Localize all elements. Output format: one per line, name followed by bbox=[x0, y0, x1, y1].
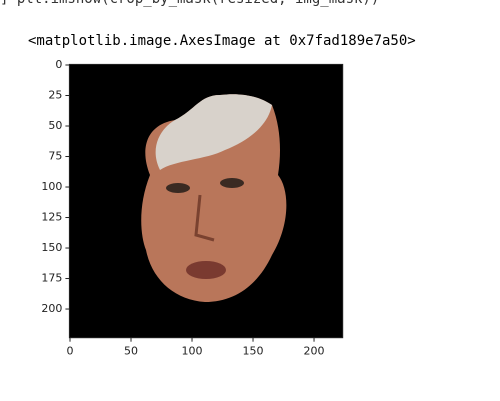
x-tick-label: 150 bbox=[243, 345, 264, 358]
y-tick-label: 25 bbox=[48, 89, 62, 102]
cell-output: <matplotlib.image.AxesImage at 0x7fad189… bbox=[28, 33, 416, 49]
x-tick-label: 50 bbox=[124, 345, 138, 358]
x-tick-label: 0 bbox=[67, 345, 74, 358]
y-tick-label: 200 bbox=[41, 302, 62, 315]
face bbox=[141, 94, 287, 303]
y-tick-label: 150 bbox=[41, 241, 62, 254]
x-tick-label: 200 bbox=[304, 345, 325, 358]
y-tick-label: 0 bbox=[55, 58, 62, 71]
y-tick-label: 50 bbox=[48, 119, 62, 132]
y-tick-label: 125 bbox=[41, 211, 62, 224]
axes-frame bbox=[68, 63, 344, 339]
x-tick-label: 100 bbox=[182, 345, 203, 358]
y-tick-label: 100 bbox=[41, 180, 62, 193]
y-tick-label: 175 bbox=[41, 272, 62, 285]
code-line: ] plt.imshow(crop_by_mask(resized, img_m… bbox=[0, 0, 379, 7]
y-tick-label: 75 bbox=[48, 150, 62, 163]
